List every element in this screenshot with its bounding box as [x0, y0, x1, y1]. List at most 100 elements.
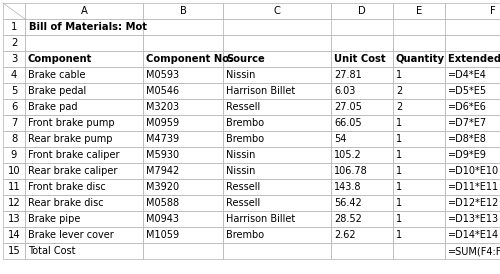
Bar [25, 67, 143, 83]
Bar [143, 243, 223, 259]
Bar [3, 99, 25, 115]
Bar [223, 99, 331, 115]
Text: =D4*E4: =D4*E4 [448, 70, 487, 80]
Text: Brembo: Brembo [226, 230, 264, 240]
Bar [143, 179, 223, 195]
Text: 3: 3 [11, 54, 17, 64]
Bar [3, 243, 25, 259]
Text: =D9*E9: =D9*E9 [448, 150, 487, 160]
Text: Brembo: Brembo [226, 118, 264, 128]
Bar [223, 227, 331, 243]
Bar [223, 163, 331, 179]
Text: Ressell: Ressell [226, 102, 260, 112]
Text: M5930: M5930 [146, 150, 179, 160]
Text: 2.62: 2.62 [334, 230, 355, 240]
Text: M3203: M3203 [146, 102, 179, 112]
Text: 10: 10 [8, 166, 20, 176]
Text: 27.05: 27.05 [334, 102, 362, 112]
Bar [393, 3, 445, 19]
Text: Unit Cost: Unit Cost [334, 54, 386, 64]
Text: Nissin: Nissin [226, 150, 256, 160]
Bar [445, 3, 500, 19]
Bar [3, 35, 25, 51]
Bar [3, 227, 25, 243]
Text: M1059: M1059 [146, 230, 179, 240]
Bar [445, 115, 500, 131]
Text: Brake cable: Brake cable [28, 70, 86, 80]
Bar [3, 147, 25, 163]
Text: Front brake pump: Front brake pump [28, 118, 115, 128]
Bar [393, 195, 445, 211]
Text: 4: 4 [11, 70, 17, 80]
Text: 1: 1 [396, 198, 402, 208]
Text: M0943: M0943 [146, 214, 179, 224]
Text: Ressell: Ressell [226, 198, 260, 208]
Bar [25, 211, 143, 227]
Text: 28.52: 28.52 [334, 214, 362, 224]
Bar [393, 163, 445, 179]
Bar [143, 131, 223, 147]
Text: =D7*E7: =D7*E7 [448, 118, 487, 128]
Text: 11: 11 [8, 182, 20, 192]
Bar [143, 99, 223, 115]
Bar [445, 99, 500, 115]
Bar [25, 99, 143, 115]
Bar [143, 163, 223, 179]
Bar [223, 131, 331, 147]
Bar [331, 3, 393, 19]
Text: Rear brake disc: Rear brake disc [28, 198, 104, 208]
Text: 2: 2 [396, 86, 402, 96]
Text: M0959: M0959 [146, 118, 179, 128]
Text: =D12*E12: =D12*E12 [448, 198, 500, 208]
Bar [3, 211, 25, 227]
Bar [25, 115, 143, 131]
Bar [3, 83, 25, 99]
Bar [445, 131, 500, 147]
Bar [25, 179, 143, 195]
Bar [331, 227, 393, 243]
Bar [393, 243, 445, 259]
Bar [393, 51, 445, 67]
Text: Brake pedal: Brake pedal [28, 86, 86, 96]
Text: 27.81: 27.81 [334, 70, 362, 80]
Bar [393, 147, 445, 163]
Text: M0593: M0593 [146, 70, 179, 80]
Bar [445, 35, 500, 51]
Bar [331, 195, 393, 211]
Bar [393, 227, 445, 243]
Text: 2: 2 [11, 38, 17, 48]
Bar [143, 147, 223, 163]
Text: 143.8: 143.8 [334, 182, 361, 192]
Text: M7942: M7942 [146, 166, 179, 176]
Bar [445, 179, 500, 195]
Bar [445, 195, 500, 211]
Text: 1: 1 [396, 150, 402, 160]
Text: =D6*E6: =D6*E6 [448, 102, 487, 112]
Bar [25, 35, 143, 51]
Bar [25, 83, 143, 99]
Bar [223, 51, 331, 67]
Bar [25, 3, 143, 19]
Bar [445, 51, 500, 67]
Text: Component No.: Component No. [146, 54, 233, 64]
Text: 1: 1 [396, 182, 402, 192]
Bar [223, 243, 331, 259]
Bar [3, 51, 25, 67]
Bar [393, 131, 445, 147]
Bar [445, 227, 500, 243]
Bar [223, 3, 331, 19]
Text: 1: 1 [396, 166, 402, 176]
Text: Extended Cost: Extended Cost [448, 54, 500, 64]
Bar [143, 51, 223, 67]
Text: 1: 1 [396, 70, 402, 80]
Bar [3, 195, 25, 211]
Bar [393, 179, 445, 195]
Text: =D10*E10: =D10*E10 [448, 166, 499, 176]
Text: Nissin: Nissin [226, 70, 256, 80]
Text: Component: Component [28, 54, 92, 64]
Text: Harrison Billet: Harrison Billet [226, 86, 295, 96]
Bar [143, 83, 223, 99]
Text: 15: 15 [8, 246, 20, 256]
Bar [223, 179, 331, 195]
Text: M4739: M4739 [146, 134, 179, 144]
